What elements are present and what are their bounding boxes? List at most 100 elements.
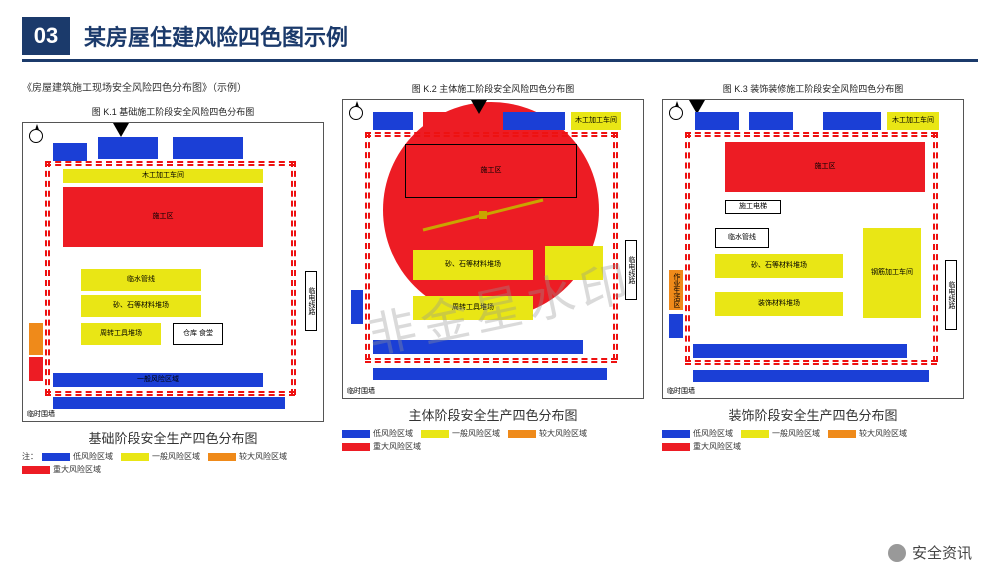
zone-block xyxy=(29,357,43,381)
panel-0: 《房屋建筑施工现场安全风险四色分布图》（示例）图 K.1 基础施工阶段安全风险四… xyxy=(22,82,324,477)
zone-block xyxy=(503,112,565,130)
zone-block xyxy=(53,397,285,409)
legend-item: 较大风险区域 xyxy=(508,428,587,439)
zone-block: 砂、石等材料堆场 xyxy=(413,250,533,280)
compass-icon xyxy=(349,106,363,120)
legend-swatch xyxy=(741,430,769,438)
zone-block: 临水管线 xyxy=(715,228,769,248)
legend-swatch xyxy=(208,453,236,461)
zone-block xyxy=(29,323,43,355)
road xyxy=(45,161,50,395)
legend-note: 注： xyxy=(22,451,42,464)
zone-block: 一般风险区域 xyxy=(53,373,263,387)
legend-item: 低风险区域 xyxy=(342,428,413,439)
panel-caption: 装饰阶段安全生产四色分布图 xyxy=(662,405,964,424)
legend-label: 低风险区域 xyxy=(373,428,413,439)
zone-block: 施工电梯 xyxy=(725,200,781,214)
legend-label: 重大风险区域 xyxy=(373,441,421,452)
zone-block xyxy=(823,112,881,130)
zone-block xyxy=(693,370,929,382)
slide-header: 03 某房屋住建风险四色图示例 xyxy=(22,12,978,62)
zone-block xyxy=(351,290,363,324)
legend-label: 较大风险区域 xyxy=(859,428,907,439)
legend-label: 一般风险区域 xyxy=(452,428,500,439)
legend: 注：低风险区域一般风险区域较大风险区域重大风险区域 xyxy=(22,451,324,477)
compass-icon xyxy=(669,106,683,120)
legend-swatch xyxy=(662,443,690,451)
legend-item: 一般风险区域 xyxy=(421,428,500,439)
zone-block xyxy=(749,112,793,130)
road xyxy=(365,358,617,363)
figure-label: 图 K.1 基础施工阶段安全风险四色分布图 xyxy=(22,105,324,118)
road xyxy=(685,132,690,362)
risk-map: 木工加工车间施工区砂、石等材料堆场周转工具堆场 临电线路临时围墙 xyxy=(342,99,644,399)
legend-swatch xyxy=(342,443,370,451)
zone-block xyxy=(373,368,607,380)
legend-label: 低风险区域 xyxy=(693,428,733,439)
figure-label: 图 K.3 装饰装修施工阶段安全风险四色分布图 xyxy=(662,82,964,95)
gate-arrow-icon xyxy=(113,123,129,137)
legend-item: 低风险区域 xyxy=(662,428,733,439)
road xyxy=(45,391,295,396)
road xyxy=(685,132,937,137)
legend-label: 一般风险区域 xyxy=(152,451,200,462)
zone-block: 施工区 xyxy=(405,144,577,198)
road xyxy=(291,161,296,395)
legend: 低风险区域 一般风险区域较大风险区域重大风险区域 xyxy=(342,428,644,454)
zone-block: 砂、石等材料堆场 xyxy=(81,295,201,317)
gate-arrow-icon xyxy=(471,100,487,114)
legend-swatch xyxy=(508,430,536,438)
zone-block xyxy=(693,344,907,358)
zone-block: 周转工具堆场 xyxy=(81,323,161,345)
panel-2: 图 K.3 装饰装修施工阶段安全风险四色分布图入口木工加工车间施工区施工电梯临水… xyxy=(662,82,964,454)
zone-block: 木工加工车间 xyxy=(887,112,939,130)
compass-icon xyxy=(29,129,43,143)
zone-block: 施工区 xyxy=(63,187,263,247)
zone-block: 周转工具堆场 xyxy=(413,296,533,320)
legend-swatch xyxy=(121,453,149,461)
legend-swatch xyxy=(42,453,70,461)
legend-item: 较大风险区域 xyxy=(208,451,287,462)
legend-item: 重大风险区域 xyxy=(22,464,101,475)
legend-swatch xyxy=(662,430,690,438)
zone-block: 临水管线 xyxy=(81,269,201,291)
legend-item: 重大风险区域 xyxy=(662,441,741,452)
panel-1: 图 K.2 主体施工阶段安全风险四色分布图木工加工车间施工区砂、石等材料堆场周转… xyxy=(342,82,644,454)
road xyxy=(365,132,617,137)
legend-item: 一般风险区域 xyxy=(741,428,820,439)
map-footer-label: 临时围墙 xyxy=(347,386,375,396)
gate-label: 入口 xyxy=(109,122,123,123)
zone-block xyxy=(98,137,158,159)
legend-swatch xyxy=(22,466,50,474)
road xyxy=(45,161,295,166)
map-footer-label: 临时围墙 xyxy=(27,409,55,419)
zone-block: 钢筋加工车间 xyxy=(863,228,921,318)
legend-item: 重大风险区域 xyxy=(342,441,421,452)
zone-block: 临电线路 xyxy=(945,260,957,330)
zone-block xyxy=(53,143,87,161)
zone-block xyxy=(695,112,739,130)
legend-label: 重大风险区域 xyxy=(693,441,741,452)
legend-item: 较大风险区域 xyxy=(828,428,907,439)
footer-brand-text: 安全资讯 xyxy=(912,542,972,563)
zone-block: 木工加工车间 xyxy=(63,169,263,183)
map-footer-label: 临时围墙 xyxy=(667,386,695,396)
footer-brand: 安全资讯 xyxy=(888,542,972,563)
road xyxy=(685,360,937,365)
zone-block xyxy=(545,246,603,280)
zone-block: 临电线路 xyxy=(305,271,317,331)
wechat-icon xyxy=(888,544,906,562)
legend-label: 重大风险区域 xyxy=(53,464,101,475)
figure-label: 图 K.2 主体施工阶段安全风险四色分布图 xyxy=(342,82,644,95)
zone-block: 仓库 食堂 xyxy=(173,323,223,345)
zone-block: 临电线路 xyxy=(625,240,637,300)
panel-caption: 主体阶段安全生产四色分布图 xyxy=(342,405,644,424)
gate-label: 入口 xyxy=(685,99,699,100)
zone-block xyxy=(423,112,465,130)
content-row: 《房屋建筑施工现场安全风险四色分布图》（示例）图 K.1 基础施工阶段安全风险四… xyxy=(0,62,1000,477)
risk-map: 入口木工加工车间施工区临水管线砂、石等材料堆场周转工具堆场仓库 食堂一般风险区域… xyxy=(22,122,324,422)
zone-block: 施工区 xyxy=(725,142,925,192)
legend: 低风险区域一般风险区域 较大风险区域重大风险区域 xyxy=(662,428,964,454)
legend-swatch xyxy=(828,430,856,438)
zone-block: 木工加工车间 xyxy=(571,112,621,130)
